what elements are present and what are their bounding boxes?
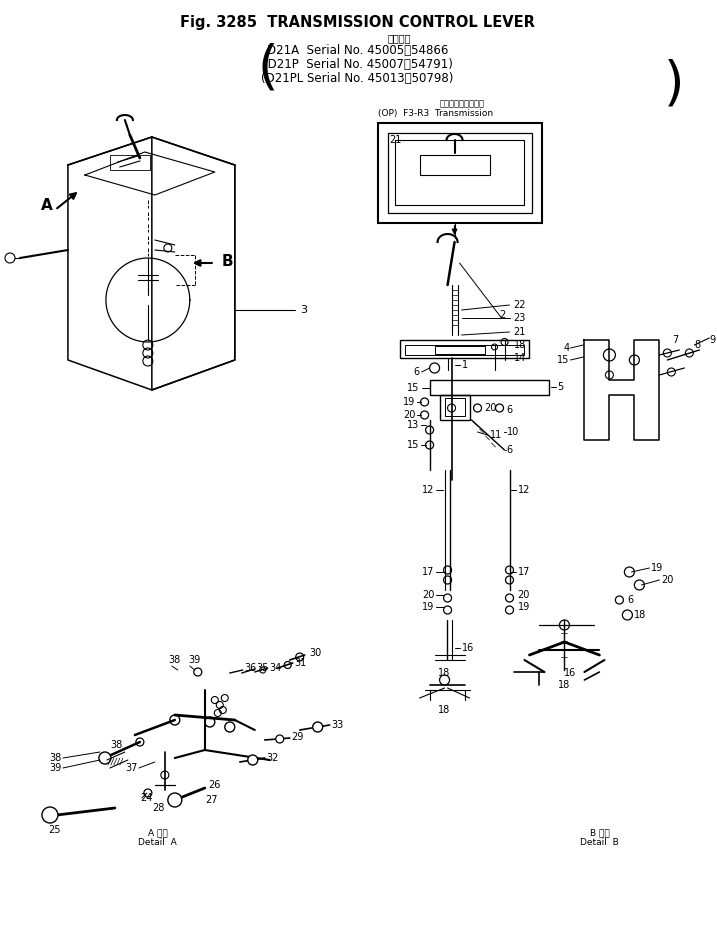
- Text: 15: 15: [407, 440, 419, 450]
- Text: 15: 15: [557, 355, 569, 365]
- Text: 17: 17: [422, 567, 435, 577]
- Text: 6: 6: [414, 367, 419, 377]
- Text: 20: 20: [485, 403, 497, 413]
- Text: 27: 27: [205, 795, 217, 805]
- Text: 4: 4: [564, 343, 569, 353]
- Text: 39: 39: [188, 655, 200, 665]
- Text: 20: 20: [661, 575, 674, 585]
- Circle shape: [168, 793, 182, 807]
- Text: 18: 18: [438, 705, 451, 715]
- Text: 5: 5: [557, 382, 564, 392]
- Bar: [419, 155, 490, 175]
- Text: 18: 18: [559, 680, 571, 690]
- Text: 28: 28: [152, 803, 164, 813]
- Bar: [388, 133, 533, 213]
- Text: 6: 6: [627, 595, 634, 605]
- Text: 29: 29: [292, 732, 304, 742]
- Text: 19: 19: [422, 602, 435, 612]
- Text: トランスミッション: トランスミッション: [440, 99, 485, 108]
- Text: (D21PL Serial No. 45013～50798): (D21PL Serial No. 45013～50798): [262, 72, 454, 85]
- Circle shape: [99, 752, 111, 764]
- Text: 12: 12: [518, 485, 530, 495]
- Text: (OP)  F3-R3  Transmission: (OP) F3-R3 Transmission: [378, 109, 493, 118]
- Text: 適用号機: 適用号機: [388, 33, 412, 43]
- Text: 20: 20: [422, 590, 435, 600]
- Text: 7: 7: [673, 335, 678, 345]
- Bar: [440, 395, 470, 420]
- Text: 12: 12: [422, 485, 435, 495]
- Text: 38: 38: [49, 753, 62, 763]
- Text: 23: 23: [513, 313, 526, 323]
- Text: 35: 35: [257, 663, 269, 673]
- Text: 6: 6: [506, 445, 513, 455]
- Circle shape: [248, 755, 257, 765]
- Text: 21: 21: [389, 135, 402, 145]
- Text: 9: 9: [709, 335, 716, 345]
- Text: 22: 22: [513, 300, 526, 310]
- Text: 21: 21: [513, 327, 526, 337]
- Text: 19: 19: [518, 602, 530, 612]
- Text: 1: 1: [462, 360, 467, 370]
- Text: (D21P  Serial No. 45007～54791): (D21P Serial No. 45007～54791): [262, 58, 452, 71]
- Text: 17: 17: [518, 567, 530, 577]
- Text: 19: 19: [651, 563, 664, 573]
- Text: 6: 6: [506, 405, 513, 415]
- Text: 10: 10: [506, 427, 519, 437]
- Bar: [435, 346, 485, 354]
- Text: 15: 15: [407, 383, 419, 393]
- Text: 26: 26: [208, 780, 220, 790]
- Text: 38: 38: [168, 655, 180, 665]
- Text: B: B: [222, 254, 234, 269]
- Text: A 詳細
Detail  A: A 詳細 Detail A: [138, 828, 177, 847]
- Text: 2: 2: [500, 310, 505, 320]
- Text: 38: 38: [110, 740, 122, 750]
- Text: 36: 36: [244, 663, 257, 673]
- Text: 18: 18: [513, 340, 526, 350]
- Bar: [394, 140, 525, 205]
- Text: ): ): [664, 58, 685, 110]
- Text: 14: 14: [513, 353, 526, 363]
- Text: 31: 31: [295, 658, 307, 668]
- Text: 8: 8: [694, 340, 701, 350]
- Bar: [399, 340, 529, 358]
- Text: 18: 18: [635, 610, 647, 620]
- Text: 16: 16: [564, 668, 576, 678]
- Circle shape: [276, 735, 284, 743]
- Text: 34: 34: [270, 663, 282, 673]
- Text: 37: 37: [125, 763, 138, 773]
- Text: A: A: [41, 197, 53, 212]
- Text: Fig. 3285  TRANSMISSION CONTROL LEVER: Fig. 3285 TRANSMISSION CONTROL LEVER: [180, 15, 535, 30]
- Bar: [110, 155, 150, 170]
- Text: 20: 20: [403, 410, 416, 420]
- Circle shape: [313, 722, 323, 732]
- Text: 33: 33: [332, 720, 344, 730]
- Text: B 詳細
Detail  B: B 詳細 Detail B: [580, 828, 619, 847]
- Text: 25: 25: [49, 825, 61, 835]
- Text: 16: 16: [462, 643, 474, 653]
- Circle shape: [5, 253, 15, 263]
- Text: 30: 30: [310, 648, 322, 658]
- Text: 19: 19: [404, 397, 416, 407]
- Text: 13: 13: [407, 420, 419, 430]
- Text: 20: 20: [518, 590, 530, 600]
- Text: (: (: [257, 42, 278, 94]
- Text: 18: 18: [438, 668, 451, 678]
- Bar: [445, 398, 465, 416]
- Circle shape: [42, 807, 58, 823]
- Text: 24: 24: [140, 793, 152, 803]
- Bar: [378, 123, 543, 223]
- Text: 32: 32: [267, 753, 279, 763]
- Bar: [429, 380, 549, 395]
- Text: 39: 39: [49, 763, 62, 773]
- Text: 11: 11: [490, 430, 502, 440]
- Bar: [404, 345, 525, 355]
- Text: 3: 3: [300, 305, 307, 315]
- Text: D21A  Serial No. 45005～54866: D21A Serial No. 45005～54866: [267, 44, 448, 57]
